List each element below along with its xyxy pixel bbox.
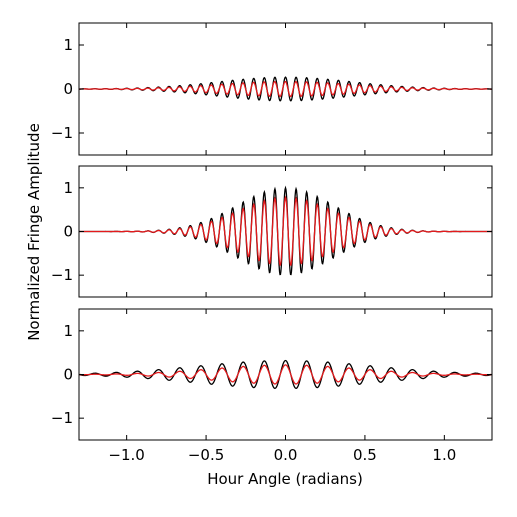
x-axis-label: Hour Angle (radians) (207, 470, 363, 488)
y-tick-label: 1 (63, 36, 73, 54)
series-line-red (79, 364, 492, 385)
y-tick-label: −1 (51, 124, 73, 142)
panel-middle: −1 0 1 (51, 165, 493, 298)
panels: −1 0 1 −1 0 1 −1.0 −0.5 0.0 0.5 1.0 −1 0 1 (51, 22, 493, 464)
y-tick-label: 0 (63, 223, 73, 241)
series-line-red (79, 195, 492, 266)
y-tick-label: 1 (63, 322, 73, 340)
y-tick-label: 0 (63, 366, 73, 384)
y-axis-label: Normalized Fringe Amplitude (25, 123, 43, 341)
panel-top: −1 0 1 (51, 22, 493, 156)
x-tick-label: 1.0 (432, 446, 456, 464)
y-tick-label: 1 (63, 179, 73, 197)
y-tick-label: 0 (63, 80, 73, 98)
panel-series-group (79, 359, 492, 390)
x-tick-label: −0.5 (188, 446, 224, 464)
y-tick-label: −1 (51, 266, 73, 284)
x-tick-label: −1.0 (108, 446, 144, 464)
panel-series-group (79, 185, 492, 276)
series-line-black (79, 359, 492, 390)
panel-bottom: −1.0 −0.5 0.0 0.5 1.0 −1 0 1 (51, 308, 493, 464)
x-tick-label: 0.0 (274, 446, 298, 464)
panel-series-group (79, 76, 492, 102)
series-line-red (79, 80, 492, 98)
y-tick-label: −1 (51, 409, 73, 427)
x-tick-label: 0.5 (353, 446, 377, 464)
